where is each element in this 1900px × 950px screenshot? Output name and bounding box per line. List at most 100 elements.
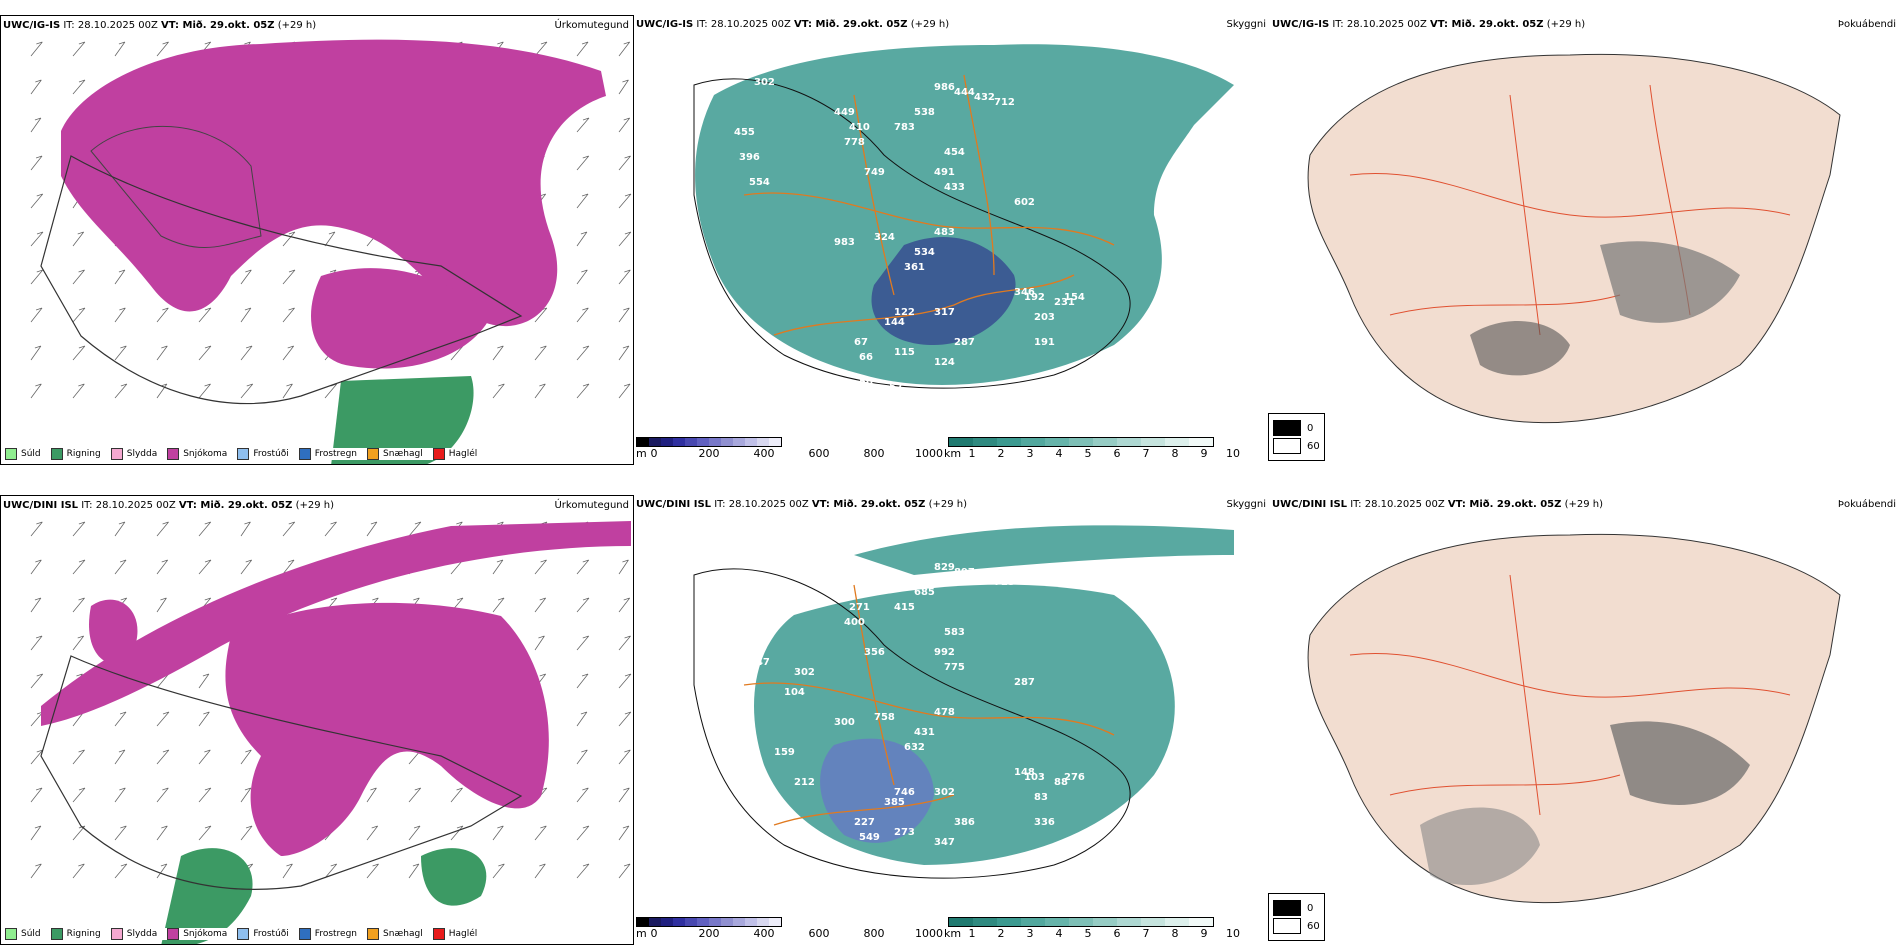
wind-barb	[576, 345, 590, 361]
legend-swatch	[298, 928, 311, 940]
height-label: 431	[914, 727, 935, 738]
height-label: 583	[944, 627, 965, 638]
precip-type-panel-row1: Úrkomutegund UWC/IG-IS IT: 28.10.2025 00…	[0, 15, 634, 465]
height-label: 947	[749, 657, 770, 668]
model-name: UWC/IG-IS	[3, 20, 61, 31]
wind-barb	[198, 307, 212, 323]
wind-barb	[114, 269, 126, 285]
colorbar-cell	[709, 438, 721, 446]
wind-barb	[240, 307, 252, 323]
legend-swatch	[167, 928, 180, 940]
wind-barb	[282, 559, 295, 575]
wind-barb	[618, 155, 631, 171]
height-label: 273	[894, 827, 915, 838]
height-label: 491	[934, 167, 955, 178]
legend-label: Snjókoma	[183, 449, 228, 459]
cloud-swatch	[1273, 900, 1301, 916]
wind-barb	[72, 79, 86, 95]
colorbar-tick: 800	[863, 927, 885, 940]
legend-swatch	[167, 448, 180, 460]
height-colorbar: 0 200 400 600 800 1000 m	[636, 437, 943, 460]
wind-barb	[72, 559, 86, 575]
height-label: 122	[894, 307, 915, 318]
model-name: UWC/IG-IS	[636, 19, 694, 30]
colorbar-cell	[697, 438, 709, 446]
legend-label: Snjókoma	[183, 929, 228, 939]
wind-barb	[30, 559, 42, 575]
run-info: UWC/IG-IS IT: 28.10.2025 00Z VT: Mið. 29…	[1272, 19, 1585, 30]
wind-barb	[576, 863, 590, 879]
height-label: 88	[1054, 777, 1068, 788]
model-name: UWC/DINI ISL	[1272, 499, 1348, 510]
height-label: 287	[1014, 677, 1035, 688]
wind-barb	[30, 345, 42, 361]
height-label: 554	[749, 177, 770, 188]
fog-map	[1307, 53, 1841, 424]
wind-barb	[492, 383, 505, 399]
height-label: 302	[754, 77, 775, 88]
height-label: 433	[944, 182, 965, 193]
height-label: 300	[834, 717, 855, 728]
wind-barb	[30, 521, 43, 537]
run-info: UWC/DINI ISL IT: 28.10.2025 00Z VT: Mið.…	[636, 499, 967, 510]
height-label: 324	[874, 232, 895, 243]
init-time: IT: 28.10.2025 00Z	[1329, 19, 1431, 30]
wind-barb	[282, 231, 296, 247]
wind-barb	[366, 521, 378, 537]
colorbar-cell	[745, 918, 757, 926]
cloud-swatch	[1273, 918, 1301, 934]
init-time: IT: 28.10.2025 00Z	[1347, 499, 1448, 510]
colorbar-tick: 600	[808, 447, 830, 460]
wind-barb	[198, 749, 211, 765]
colorbar-tick: 6	[1113, 927, 1121, 940]
colorbar-tick: 4	[1055, 927, 1063, 940]
wind-barb	[30, 673, 44, 689]
valid-time: VT: Mið. 29.okt. 05Z	[1430, 19, 1544, 30]
wind-barb	[576, 117, 590, 133]
legend-label: Súld	[21, 929, 41, 939]
colorbar-cell	[637, 918, 649, 926]
wind-barb	[156, 307, 169, 323]
legend-item: Súld	[5, 928, 41, 940]
wind-barb	[534, 345, 547, 361]
wind-barb	[618, 787, 630, 803]
wind-barb	[72, 749, 85, 765]
colorbar-cell	[673, 918, 685, 926]
colorbar-cell	[637, 438, 649, 446]
height-label: 478	[934, 707, 955, 718]
valid-time: VT: Mið. 29.okt. 05Z	[811, 499, 926, 510]
cloud-min: 0	[1307, 902, 1314, 914]
colorbar-tick: 4	[1055, 447, 1063, 460]
height-label: 749	[864, 167, 885, 178]
valid-time: VT: Mið. 29.okt. 05Z	[794, 19, 908, 30]
colorbar-cell	[973, 438, 997, 446]
height-label: 454	[944, 147, 965, 158]
wind-barb	[576, 307, 589, 323]
height-label: 159	[774, 747, 795, 758]
wind-barb	[114, 307, 126, 323]
legend-swatch	[5, 928, 17, 940]
wind-barb	[72, 863, 85, 879]
colorbar-cell	[997, 918, 1021, 926]
wind-barb	[72, 787, 86, 803]
precip-type-panel-row2: Úrkomutegund UWC/DINI ISL IT: 28.10.2025…	[0, 495, 634, 945]
lead-time: (+29 h)	[925, 499, 968, 510]
wind-barb	[324, 521, 337, 537]
legend-label: Snæhagl	[383, 929, 423, 939]
colorbar-cell	[1165, 438, 1189, 446]
wind-barb	[618, 673, 632, 689]
colorbar-cell	[1141, 438, 1165, 446]
colorbar-tick: 1000	[915, 927, 943, 940]
wind-barb	[618, 635, 631, 651]
wind-barb	[114, 749, 126, 765]
visibility-panel-row2: 977 986 988 947 295 271 400 356 415 685 829 897 572 7…	[634, 495, 1270, 945]
wind-barb	[114, 383, 128, 399]
colorbar-tick: 9	[1200, 927, 1208, 940]
valid-time: VT: Mið. 29.okt. 05Z	[1447, 499, 1562, 510]
legend-label: Frostregn	[314, 449, 358, 459]
wind-barb	[618, 863, 631, 879]
legend-item: Frostúði	[237, 448, 289, 460]
height-label: 50	[859, 377, 873, 388]
legend-item: Haglél	[432, 928, 477, 940]
colorbar-cell	[769, 438, 781, 446]
